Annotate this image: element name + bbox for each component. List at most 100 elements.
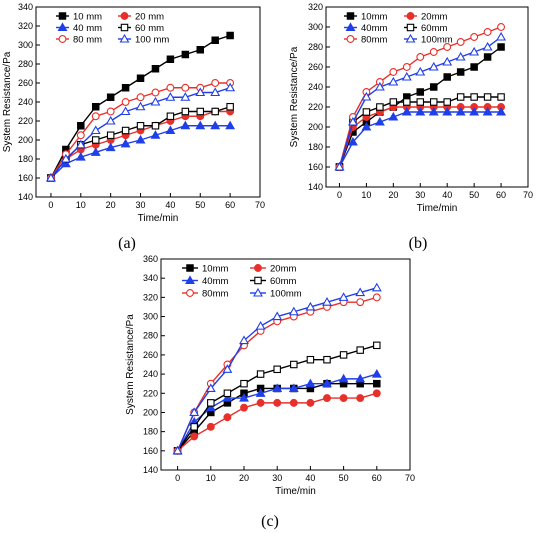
legend-label: 80mm — [361, 35, 387, 46]
data-point — [306, 355, 315, 364]
series-100mm — [45, 82, 236, 182]
y-tick-label: 160 — [143, 446, 158, 456]
data-point — [165, 125, 176, 135]
chart-panel-c: 0 10 20 30 40 50 60 70 140 160 180 200 220 240 260 280 3… — [125, 254, 415, 530]
data-point — [429, 98, 438, 106]
data-point — [105, 115, 116, 125]
data-point — [442, 56, 453, 66]
data-point — [443, 43, 452, 51]
data-point — [135, 101, 146, 111]
y-tick-label: 200 — [308, 122, 323, 132]
x-tick-label: 70 — [405, 473, 415, 483]
data-point — [482, 41, 493, 51]
data-point — [496, 106, 507, 116]
data-point — [496, 31, 507, 41]
y-tick-label: 160 — [18, 173, 33, 183]
data-point — [334, 161, 345, 171]
series-100mm — [172, 282, 382, 455]
data-point — [172, 445, 183, 455]
data-point — [91, 103, 100, 111]
data-point — [416, 98, 425, 106]
data-point — [497, 43, 505, 51]
data-point — [470, 63, 478, 71]
data-point — [91, 136, 100, 144]
data-point — [355, 373, 366, 383]
legend: 10mm 20mm 40mm 60mm 80mm 100mm — [182, 264, 302, 300]
legend-label: 10mm — [361, 12, 387, 23]
data-point — [388, 76, 399, 86]
data-point — [240, 403, 248, 412]
data-point — [371, 282, 382, 292]
legend-marker — [405, 33, 416, 43]
legend-label: 60mm — [421, 23, 447, 34]
legend: 10mm 20mm 40mm 60mm 80mm 100mm — [344, 12, 453, 46]
data-point — [75, 151, 86, 161]
legend-label: 60 mm — [135, 23, 164, 34]
legend-label: 20mm — [270, 264, 296, 275]
chart-panel-a: 0 10 20 30 40 50 60 70 140 160 180 200 220 240 260 280 3… — [2, 2, 265, 252]
y-tick-label: 140 — [18, 192, 33, 202]
x-tick-label: 10 — [76, 200, 86, 210]
legend-label: 100mm — [270, 289, 302, 300]
x-tick-label: 40 — [305, 473, 315, 483]
data-point — [166, 83, 175, 92]
legend-marker — [119, 33, 130, 43]
x-tick-label: 30 — [136, 200, 146, 210]
data-point — [223, 389, 232, 398]
data-point — [136, 74, 145, 83]
data-point — [196, 45, 205, 54]
legend-marker — [186, 264, 194, 272]
data-point — [151, 65, 160, 73]
legend-marker — [254, 264, 262, 272]
x-axis-label: Time/min — [417, 203, 458, 214]
y-tick-label: 240 — [18, 97, 33, 107]
y-tick-label: 220 — [308, 102, 323, 112]
x-tick-label: 40 — [165, 200, 175, 210]
x-tick-label: 60 — [372, 473, 382, 483]
y-tick-label: 200 — [143, 407, 158, 417]
data-point — [371, 368, 382, 378]
y-tick-label: 340 — [143, 273, 158, 283]
data-point — [210, 87, 221, 97]
y-tick-label: 180 — [18, 154, 33, 164]
data-point — [166, 55, 175, 63]
data-point — [120, 138, 131, 148]
data-point — [190, 423, 198, 431]
data-point — [206, 422, 215, 431]
series-100mm — [334, 31, 507, 171]
data-point — [136, 122, 145, 130]
data-point — [339, 394, 348, 403]
data-point — [76, 131, 85, 140]
data-point — [429, 48, 438, 56]
data-point — [45, 172, 56, 182]
data-point — [376, 103, 384, 111]
data-point — [272, 383, 283, 393]
plot-frame — [160, 258, 411, 471]
data-point — [483, 93, 492, 101]
data-point — [323, 394, 331, 403]
y-axis-label: System Resistance/Pa — [2, 51, 13, 152]
y-tick-label: 260 — [18, 78, 33, 88]
data-point — [77, 122, 85, 130]
x-tick-label: 60 — [225, 200, 235, 210]
data-point — [305, 301, 316, 311]
data-point — [374, 116, 385, 126]
y-tick-label: 260 — [308, 62, 323, 72]
data-point — [181, 83, 190, 92]
data-point — [402, 63, 411, 71]
panel-label: (a) — [118, 235, 136, 252]
data-point — [339, 351, 348, 359]
data-point — [225, 120, 236, 130]
chart-panel-b: 0 10 20 30 40 50 60 70 140 160 180 200 220 240 260 280 3… — [289, 2, 533, 252]
data-point — [211, 107, 219, 116]
data-point — [60, 158, 71, 168]
legend-label: 100mm — [421, 35, 453, 46]
data-point — [361, 91, 372, 101]
x-axis-label: Time/min — [275, 486, 316, 497]
data-point — [273, 398, 282, 407]
data-point — [306, 398, 315, 407]
legend-label: 40mm — [202, 276, 228, 287]
data-point — [226, 103, 234, 111]
x-tick-label: 20 — [106, 200, 116, 210]
data-point — [322, 378, 332, 388]
